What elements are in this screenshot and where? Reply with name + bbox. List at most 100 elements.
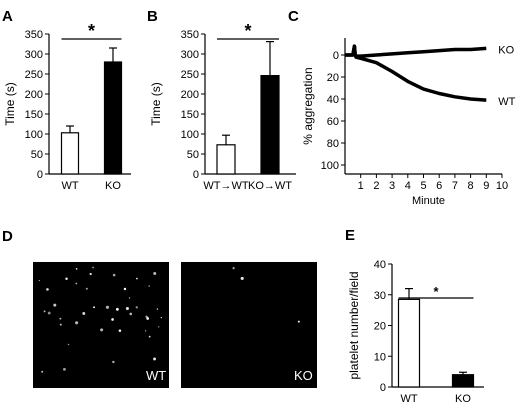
platelet-dot [85, 287, 88, 290]
significance-star: * [433, 284, 439, 299]
y-tick-label: 100 [181, 129, 199, 141]
significance-star: * [88, 21, 95, 41]
series-line-wt [345, 44, 487, 102]
y-axis-label: platelet number/field [347, 271, 361, 379]
platelet-dot [59, 317, 62, 320]
chart-b: 0 50 100 150 200 250 300 350 Time (s) WT→WT KO→WT * [149, 21, 296, 192]
platelet-dot [59, 323, 62, 326]
y-tick-label: 300 [181, 49, 199, 61]
platelet-dot [93, 306, 96, 309]
platelet-dot [75, 268, 78, 270]
significance-star: * [244, 21, 251, 41]
chart-a: 0 50 100 150 200 250 300 350 Time (s) WT KO * [3, 21, 131, 192]
x-tick-label: 6 [436, 180, 442, 192]
platelet-dot [160, 317, 162, 319]
x-category-label: WT [61, 180, 78, 192]
bar-kowt [260, 74, 280, 175]
y-tick-label: 250 [181, 69, 199, 81]
platelet-dot [156, 308, 159, 310]
series-label-ko: KO [498, 44, 514, 56]
platelet-dot [75, 282, 78, 285]
x-category-label: KO [105, 180, 121, 192]
x-tick-label: 3 [389, 180, 395, 192]
panel-label-c: C [288, 8, 299, 25]
platelet-dot [41, 370, 44, 373]
y-tick-label: 250 [25, 69, 43, 81]
y-tick-label: 200 [181, 89, 199, 101]
platelet-dot [146, 317, 150, 320]
micrograph-wt [33, 262, 169, 388]
platelet-dot [82, 312, 86, 315]
y-tick-label: 50 [31, 149, 43, 161]
y-tick-label: 80 [327, 138, 339, 150]
x-tick-label: 5 [420, 180, 426, 192]
y-tick-label: 0 [333, 50, 339, 62]
y-tick-label: 200 [25, 89, 43, 101]
panel-label-b: B [147, 8, 158, 25]
platelet-dot [115, 307, 119, 311]
platelet-dot [153, 272, 157, 275]
y-tick-label: 60 [327, 116, 339, 128]
platelet-dot [297, 320, 300, 323]
platelet-dot [118, 329, 122, 332]
platelet-dot [148, 335, 151, 338]
platelet-dot [240, 276, 244, 281]
platelet-dot [75, 321, 79, 325]
y-tick-label: 50 [187, 149, 199, 161]
y-tick-label: 300 [25, 49, 43, 61]
platelet-dot [46, 288, 49, 291]
y-tick-label: 40 [374, 259, 386, 271]
y-axis-label: Time (s) [3, 82, 17, 126]
y-tick-label: 0 [193, 169, 199, 181]
bar-wtwt [216, 144, 236, 175]
platelet-dot [144, 330, 147, 332]
panel-label-e: E [345, 227, 355, 244]
platelet-dot [38, 279, 40, 282]
y-tick-label: 100 [25, 129, 43, 141]
micrographs: WT KO [33, 262, 317, 388]
y-tick-label: 0 [37, 169, 43, 181]
platelet-dot [123, 287, 127, 291]
platelet-dot [112, 360, 115, 364]
series-label-wt: WT [498, 96, 515, 108]
x-category-label: WT→WT [203, 180, 248, 192]
y-tick-label: 350 [181, 29, 199, 41]
platelet-dot [125, 306, 129, 311]
bar-wt [60, 132, 80, 175]
platelet-dots-ko [232, 267, 300, 323]
panel-label-a: A [2, 8, 13, 25]
y-tick-label: 350 [25, 29, 43, 41]
platelet-dot [92, 266, 94, 269]
platelet-dot [105, 305, 110, 309]
platelet-dot [112, 273, 116, 277]
platelet-dot [145, 315, 148, 318]
micrograph-ko [181, 262, 317, 388]
chart-e: 0 10 20 30 40 platelet number/field WT KO * [347, 259, 484, 405]
y-axis-label: % aggregation [301, 67, 315, 144]
platelet-dot [65, 277, 68, 280]
micrograph-label-wt: WT [146, 368, 166, 383]
x-axis-label: Minute [412, 195, 445, 207]
platelet-dot [148, 285, 150, 287]
y-axis-label: Time (s) [149, 82, 163, 126]
chart-c: 0 20 40 60 80 100 1 2 3 4 5 6 7 8 9 10 Minute % aggregati… [301, 38, 516, 207]
x-tick-label: 10 [496, 180, 508, 192]
x-tick-label: 4 [405, 180, 411, 192]
platelet-dot [100, 328, 104, 332]
y-tick-label: 100 [321, 160, 339, 172]
platelet-dot [232, 267, 235, 270]
bar-wt [397, 298, 421, 388]
platelet-dot [43, 310, 46, 313]
panel-label-d: D [2, 228, 13, 245]
platelet-dot [89, 272, 92, 276]
y-tick-label: 40 [327, 94, 339, 106]
y-tick-label: 10 [374, 351, 386, 363]
y-tick-label: 30 [374, 290, 386, 302]
y-tick-label: 150 [25, 109, 43, 121]
x-tick-label: 1 [358, 180, 364, 192]
platelet-dot [129, 312, 133, 316]
y-tick-label: 150 [181, 109, 199, 121]
platelet-dot [63, 367, 66, 371]
y-tick-label: 20 [374, 321, 386, 333]
platelet-dot [128, 297, 131, 299]
